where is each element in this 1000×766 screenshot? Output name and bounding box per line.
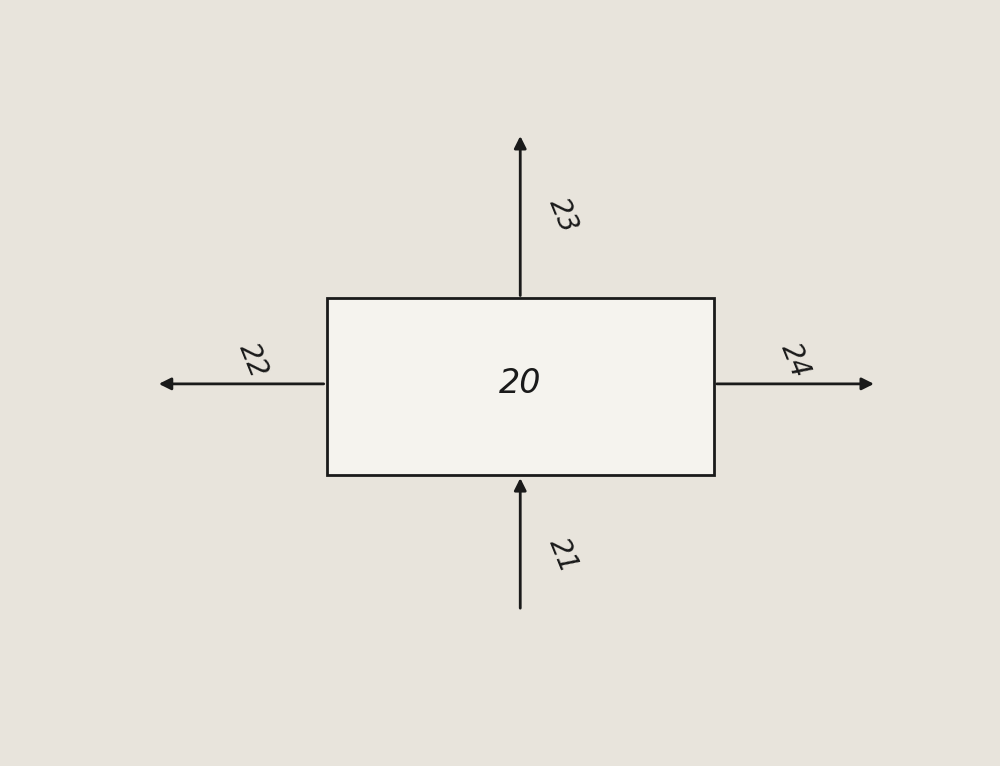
Text: 24: 24 xyxy=(776,339,815,382)
Text: 23: 23 xyxy=(543,195,582,237)
Text: 22: 22 xyxy=(233,339,272,382)
Text: 20: 20 xyxy=(499,368,542,401)
Bar xyxy=(326,299,714,475)
Text: 21: 21 xyxy=(543,533,582,577)
